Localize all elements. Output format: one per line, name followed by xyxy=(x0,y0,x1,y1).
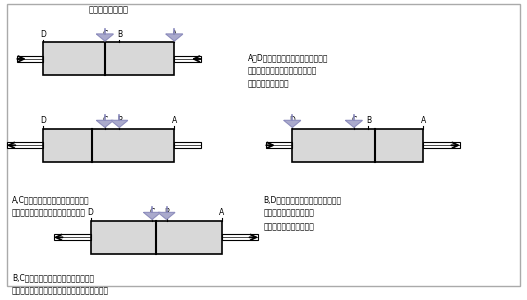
Text: B: B xyxy=(164,208,169,217)
Text: C: C xyxy=(352,116,357,125)
Text: D: D xyxy=(41,116,46,125)
Text: D: D xyxy=(87,208,93,217)
Polygon shape xyxy=(111,120,128,127)
Text: 空気圧供給ポート: 空気圧供給ポート xyxy=(89,5,129,14)
Bar xyxy=(17,56,43,62)
Bar xyxy=(7,142,43,148)
Bar xyxy=(423,142,460,148)
Bar xyxy=(156,221,221,254)
Bar xyxy=(91,221,221,254)
Bar xyxy=(43,129,174,162)
Bar xyxy=(174,56,201,62)
Bar xyxy=(105,42,174,76)
Bar xyxy=(375,129,423,162)
Text: D: D xyxy=(289,116,295,125)
Text: A,Cポートから空気圧を入れると、
左ロッドが１ストローク作動します: A,Cポートから空気圧を入れると、 左ロッドが１ストローク作動します xyxy=(12,196,90,218)
Bar xyxy=(91,221,156,254)
Text: B: B xyxy=(117,30,122,39)
Bar xyxy=(43,129,92,162)
Text: B,Dポートから空気圧を入れると、
左図位置から反対方向に
２ストローク作動します: B,Dポートから空気圧を入れると、 左図位置から反対方向に ２ストローク作動しま… xyxy=(264,196,341,231)
Text: B: B xyxy=(366,116,371,125)
Polygon shape xyxy=(346,120,363,127)
Polygon shape xyxy=(158,212,175,219)
Bar xyxy=(54,234,91,240)
Text: C: C xyxy=(150,208,155,217)
Text: A: A xyxy=(421,116,426,125)
Text: C: C xyxy=(102,30,108,39)
Text: B,Cポートから空気圧を供給すると、
２本のロッドが同時に１ストローク作動します: B,Cポートから空気圧を供給すると、 ２本のロッドが同時に１ストローク作動します xyxy=(12,273,109,296)
Bar xyxy=(221,234,258,240)
Bar xyxy=(174,142,201,148)
Bar xyxy=(292,129,375,162)
Text: A: A xyxy=(172,30,177,39)
Text: C: C xyxy=(102,116,108,125)
Bar xyxy=(43,42,174,76)
Polygon shape xyxy=(284,120,301,127)
Bar xyxy=(266,142,292,148)
Bar xyxy=(43,42,105,76)
Text: D: D xyxy=(41,30,46,39)
Bar xyxy=(92,129,174,162)
Text: B: B xyxy=(117,116,122,125)
Text: A・Dポートから空気圧を入れると、
２本のロッドともに引き込みます
＜初期位置：左図＞: A・Dポートから空気圧を入れると、 ２本のロッドともに引き込みます ＜初期位置：… xyxy=(248,53,328,88)
Text: A: A xyxy=(172,116,177,125)
Polygon shape xyxy=(144,212,161,219)
Polygon shape xyxy=(166,34,183,41)
Polygon shape xyxy=(96,34,113,41)
Polygon shape xyxy=(96,120,113,127)
Bar xyxy=(292,129,423,162)
Text: A: A xyxy=(219,208,224,217)
